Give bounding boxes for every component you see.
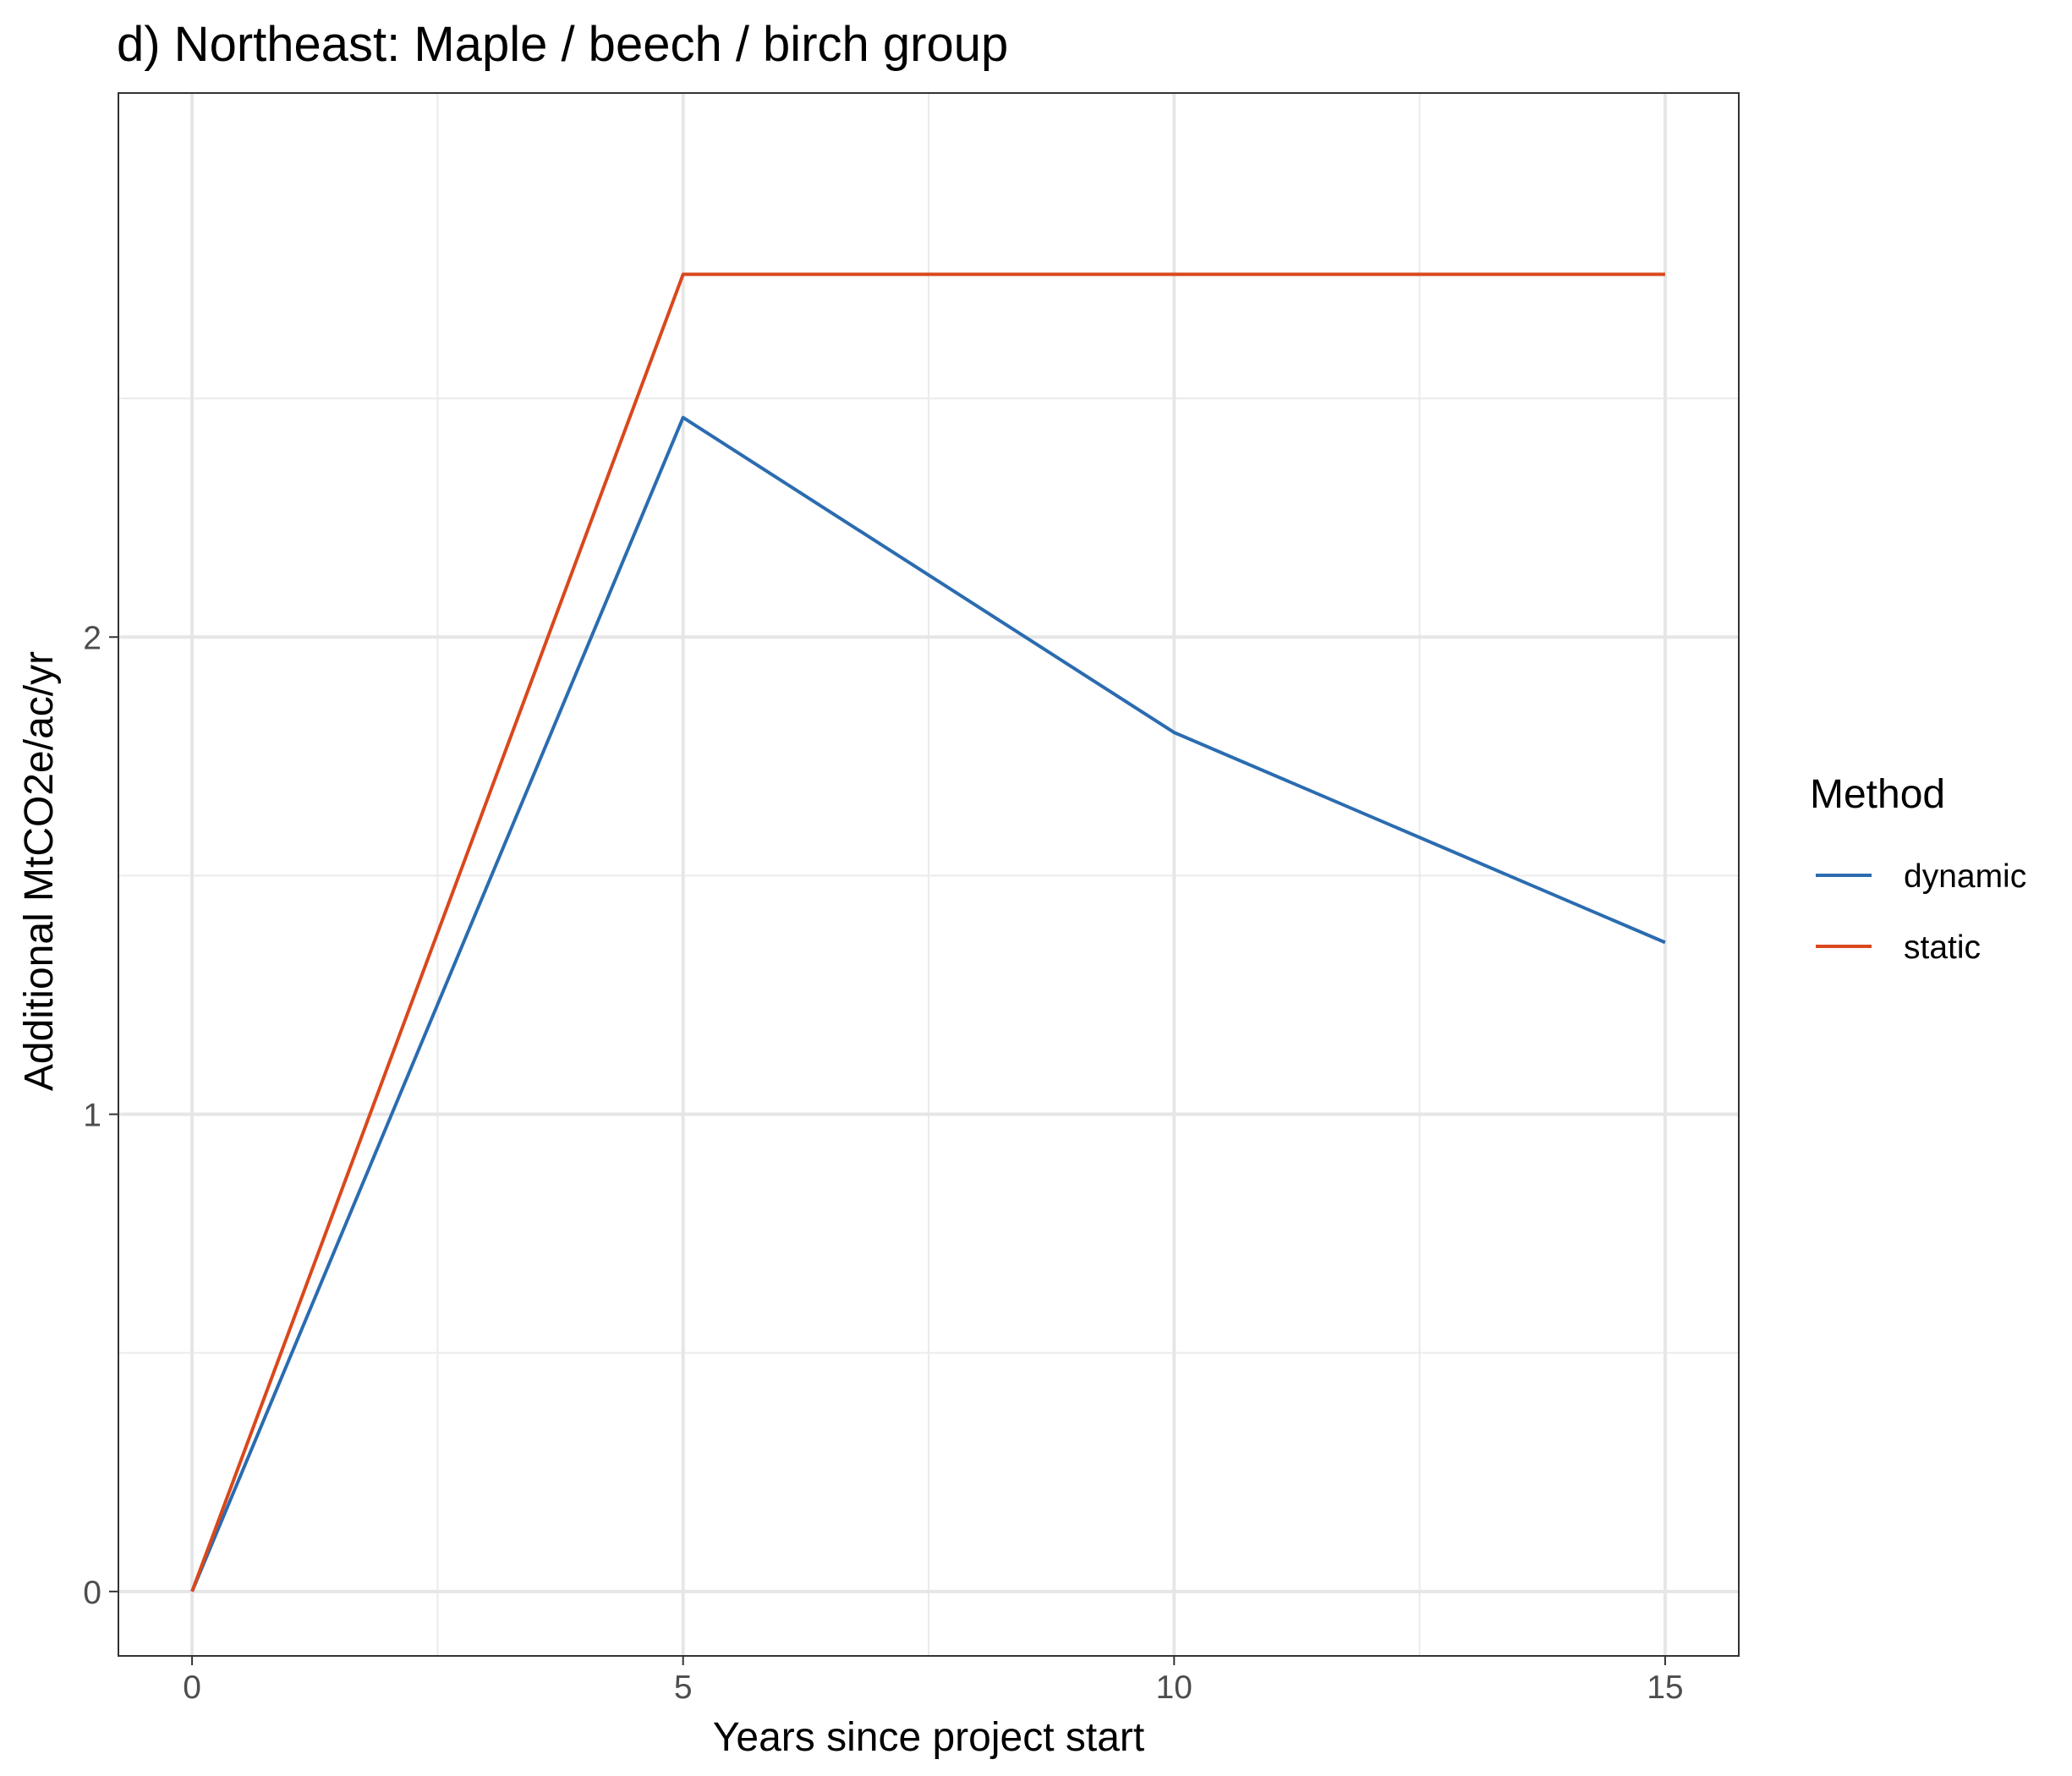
legend-title: Method	[1810, 772, 1945, 817]
chart-title: d) Northeast: Maple / beech / birch grou…	[117, 17, 1008, 72]
panel-border-rect	[118, 92, 1740, 1657]
x-axis-ticks: 0 5 10 15	[183, 1656, 1684, 1706]
x-tick-label: 5	[674, 1669, 693, 1706]
plot-border	[118, 92, 1740, 1657]
major-gridlines	[118, 93, 1739, 1656]
y-tick-label: 1	[83, 1098, 101, 1134]
minor-gridlines	[118, 93, 1739, 1656]
legend-label-dynamic: dynamic	[1904, 858, 2026, 895]
x-tick-label: 0	[183, 1669, 201, 1706]
y-tick-label: 2	[83, 620, 101, 656]
y-axis-ticks: 0 1 2	[83, 620, 118, 1611]
x-axis-title: Years since project start	[713, 1715, 1144, 1760]
series-lines	[190, 272, 1666, 1592]
legend-items: dynamic static	[1816, 858, 2026, 966]
series-line-static	[190, 272, 1665, 1592]
legend: Method dynamic static	[1810, 772, 2026, 966]
y-tick-label: 0	[83, 1575, 101, 1611]
series-line-dynamic	[190, 415, 1666, 1592]
legend-label-static: static	[1904, 929, 1981, 966]
x-tick-label: 15	[1647, 1669, 1683, 1706]
x-tick-label: 10	[1156, 1669, 1192, 1706]
y-axis-title: Additional MtCO2e/ac/yr	[17, 651, 62, 1091]
